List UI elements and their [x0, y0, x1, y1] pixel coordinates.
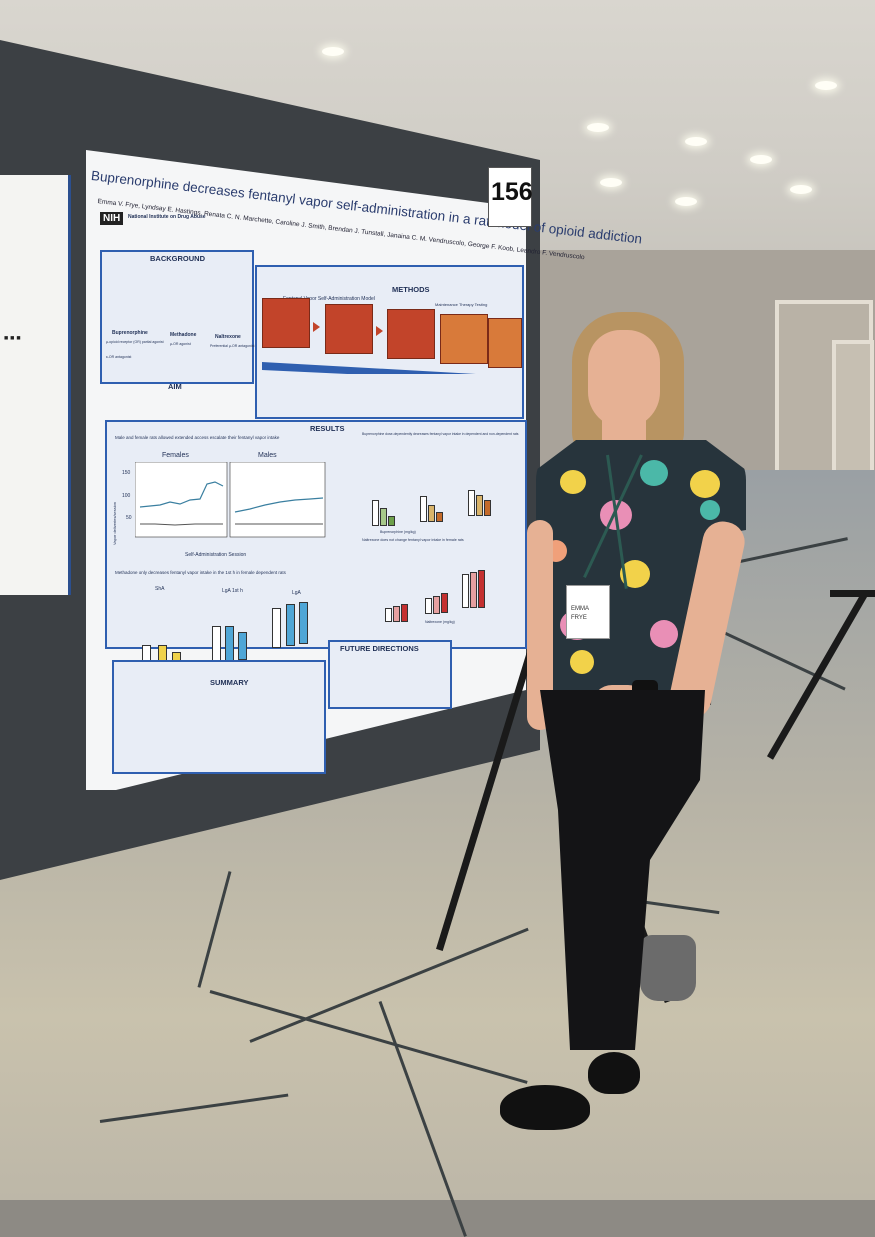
methods-subtitle: Fentanyl Vapor Self-Administration Model [283, 296, 375, 302]
method-arrow [313, 322, 320, 332]
poster-number-card: 156 [488, 167, 533, 227]
bag [640, 935, 696, 1001]
badge-last-name: FRYE [571, 615, 587, 621]
chart-bar [468, 490, 475, 516]
ceiling-light [815, 81, 837, 90]
chart-bar [212, 626, 221, 664]
flower-print [690, 470, 720, 498]
chart-bar [428, 505, 435, 522]
door [832, 340, 874, 483]
future-directions-heading: FUTURE DIRECTIONS [340, 644, 419, 653]
y-tick-100: 100 [122, 493, 131, 499]
bg-table-col1: Buprenorphine [112, 330, 148, 336]
shoe [588, 1052, 640, 1094]
flower-print [570, 650, 594, 674]
chart-label-buprenorphine: Buprenorphine (mg/kg) [380, 530, 416, 534]
chart-bar [441, 593, 448, 613]
chart-bar [401, 604, 408, 622]
method-arrow [376, 326, 383, 336]
chart-label-sha: ShA [155, 586, 165, 592]
chart-bar [425, 598, 432, 614]
poster-number: 156 [491, 178, 533, 206]
chart-bar [478, 570, 485, 608]
chart-bar [436, 512, 443, 522]
chart-bar [225, 626, 234, 662]
background-heading: BACKGROUND [150, 254, 205, 263]
ceiling-light [685, 137, 707, 146]
background-section [100, 250, 254, 384]
future-directions-section [328, 640, 452, 709]
aim-heading: AIM [168, 382, 182, 391]
ceiling-light [322, 47, 344, 56]
methods-heading: METHODS [392, 285, 430, 294]
institute-name: National Institute on Drug Abuse [128, 214, 206, 220]
method-step-box [325, 304, 373, 354]
ceiling-light [675, 197, 697, 206]
adjacent-poster: ■ ■ ■ [0, 175, 71, 595]
chart-bar [238, 632, 247, 660]
ceiling-light [600, 178, 622, 187]
ceiling-light [750, 155, 772, 164]
results-heading-3: Methadone only decreases fentanyl vapor … [115, 570, 286, 575]
method-step-box [262, 298, 310, 348]
chart-label-lga: LgA [292, 590, 301, 596]
chart-label-males: Males [258, 452, 277, 459]
results-heading-2: Buprenorphine dose-dependently decreases… [362, 432, 519, 436]
summary-heading: SUMMARY [210, 678, 249, 687]
method-step-box [387, 309, 435, 359]
ceiling-light [790, 185, 812, 194]
flower-print [700, 500, 720, 520]
maintenance-label: Maintenance Therapy Testing [435, 302, 488, 307]
bg-table-col3: Naltrexone [215, 334, 241, 340]
easel-leg [830, 590, 875, 597]
results-heading-4: Naltrexone does not change fentanyl vapo… [362, 538, 464, 542]
chart-bar [299, 602, 308, 644]
chart-label-deliveries: Vapor deliveries/session [112, 501, 117, 545]
nih-logo: NIH [100, 212, 124, 225]
badge-first-name: EMMA [571, 606, 589, 612]
chart-bar [372, 500, 379, 526]
chart-bar [420, 496, 427, 522]
chart-bar [476, 495, 483, 516]
flower-print [640, 460, 668, 486]
flower-print [560, 470, 586, 494]
y-tick-150: 150 [122, 470, 131, 476]
face [588, 330, 660, 428]
chart-bar [272, 608, 281, 648]
chart-label-naltrexone: Naltrexone (mg/kg) [425, 620, 455, 624]
chart-bar [393, 606, 400, 622]
adjacent-poster-text: ■ ■ ■ [4, 335, 21, 342]
method-step-box [488, 318, 522, 368]
chart-bar [462, 574, 469, 608]
shoe [500, 1085, 590, 1130]
results-heading-1: Male and female rats allowed extended ac… [115, 435, 280, 440]
bg-table-col1-row2: κ-OR antagonist [106, 355, 132, 359]
bg-table-col1-row1: µ-opioid receptor (OR) partial agonist [106, 340, 164, 344]
chart-bar [385, 608, 392, 622]
chart-bar [433, 596, 440, 614]
chart-bar [286, 604, 295, 646]
results-heading: RESULTS [310, 424, 345, 433]
summary-section [112, 660, 326, 774]
escalation-line-chart [135, 462, 326, 538]
chart-label-session: Self-Administration Session [185, 552, 247, 558]
name-badge: EMMA FRYE [566, 585, 610, 639]
chart-bar [388, 516, 395, 526]
bg-table-col2: Methadone [170, 332, 197, 338]
bg-table-col2-row1: µ-OR agonist [170, 342, 191, 346]
chart-bar [380, 508, 387, 526]
bg-table-col3-row1: Preferential µ-OR antagonist [210, 344, 255, 348]
ceiling-light [587, 123, 609, 132]
y-tick-50: 50 [126, 515, 132, 521]
chart-bar [470, 572, 477, 608]
flower-print [650, 620, 678, 648]
chart-label-females: Females [162, 452, 189, 459]
method-step-box [440, 314, 488, 364]
chart-label-lga-1h: LgA 1st h [222, 588, 243, 594]
chart-bar [484, 500, 491, 516]
